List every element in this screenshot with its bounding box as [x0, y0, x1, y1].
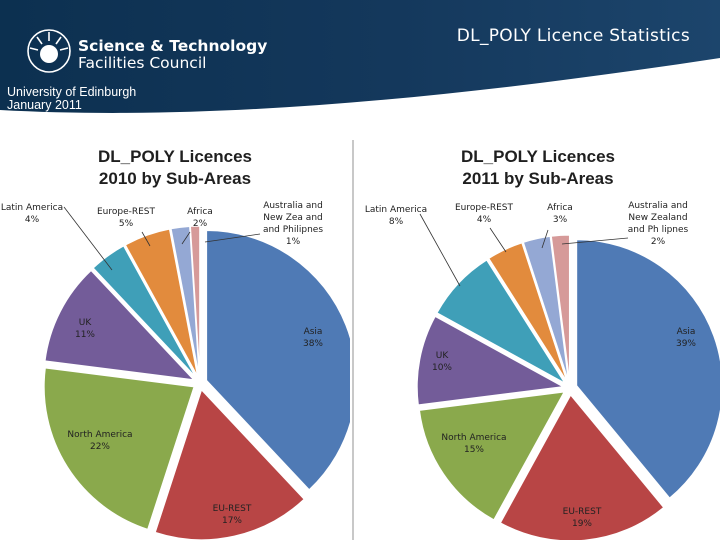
slice-percent-label: 5% — [119, 219, 134, 229]
slice-category-label: and Philipnes — [263, 225, 323, 235]
slice-category-label: Africa — [547, 203, 573, 213]
slice-category-label: Australia and — [263, 201, 323, 211]
slice-category-label: UK — [79, 318, 93, 328]
slice-category-label: and Ph lipnes — [628, 225, 689, 235]
subtitle-line-1: University of Edinburgh — [7, 85, 137, 99]
slice-category-label: North America — [67, 430, 132, 440]
brand-line-1: Science & Technology — [78, 37, 268, 55]
pie-slice — [499, 393, 665, 540]
brand-name: Science & Technology Facilities Council — [78, 38, 267, 72]
slice-percent-label: 38% — [303, 339, 323, 349]
panel-divider — [352, 140, 354, 540]
leader-line — [63, 206, 113, 271]
slice-percent-label: 10% — [432, 363, 452, 373]
slice-category-label: Asia — [677, 327, 696, 337]
pie-slice — [44, 269, 196, 381]
slice-category-label: EU-REST — [563, 507, 602, 517]
slide-subtitle: University of Edinburgh January 2011 — [7, 86, 136, 112]
slice-percent-label: 4% — [477, 215, 492, 225]
slice-percent-label: 8% — [389, 217, 404, 227]
slide-header: Science & Technology Facilities Council … — [0, 0, 720, 132]
pie-slice — [575, 239, 720, 499]
slice-category-label: Europe-REST — [455, 203, 514, 213]
pie-slice — [124, 228, 199, 377]
pie-slice — [418, 391, 566, 521]
slice-percent-label: 22% — [90, 442, 110, 452]
slice-category-label: UK — [436, 351, 450, 361]
slice-percent-label: 11% — [75, 330, 95, 340]
slice-category-label: North America — [441, 433, 506, 443]
pie-slice — [170, 225, 200, 377]
header-curve-decoration — [0, 58, 720, 132]
chart-title-line-2: 2010 by Sub-Areas — [98, 169, 252, 188]
slice-percent-label: 2% — [651, 237, 666, 247]
slice-category-label: Asia — [304, 327, 323, 337]
pie-slice — [487, 242, 568, 382]
stfc-logo-icon — [27, 29, 71, 73]
leader-line — [419, 213, 461, 287]
pie-slice — [189, 225, 201, 377]
pie-slice — [416, 315, 566, 406]
slice-percent-label: 1% — [286, 237, 301, 247]
pie-slice — [550, 234, 571, 382]
slice-category-label: Europe-REST — [97, 207, 156, 217]
pie-slice — [154, 388, 306, 540]
slide-title: DL_POLY Licence Statistics — [456, 26, 690, 46]
pie-slice — [92, 245, 197, 378]
slice-percent-label: 2% — [193, 219, 208, 229]
chart-title-line-1: DL_POLY Licences — [460, 147, 616, 166]
slice-percent-label: 39% — [676, 339, 696, 349]
slice-percent-label: 4% — [25, 215, 40, 225]
subtitle-line-2: January 2011 — [7, 98, 82, 112]
chart-title: DL_POLY Licences 2011 by Sub-Areas — [356, 146, 720, 190]
slice-category-label: New Zea and — [263, 213, 323, 223]
leader-line — [489, 227, 507, 253]
slice-category-label: Latin America — [1, 203, 63, 213]
slice-category-label: Africa — [187, 207, 213, 217]
brand-line-2: Facilities Council — [78, 54, 207, 72]
pie-slice — [205, 229, 350, 491]
leader-line — [541, 229, 549, 249]
pie-chart-2011: Asia 39% EU-REST 19% North America 15% UK 10% La… — [365, 201, 720, 540]
slice-percent-label: 15% — [464, 445, 484, 455]
pie-slice — [43, 367, 195, 531]
chart-title-line-1: DL_POLY Licences — [97, 147, 253, 166]
slice-category-label: Latin America — [365, 205, 427, 215]
leader-line — [561, 237, 629, 245]
slice-percent-label: 19% — [572, 519, 592, 529]
chart-title: DL_POLY Licences 2010 by Sub-Areas — [0, 146, 350, 190]
leader-line — [141, 231, 151, 247]
pie-chart-2010: Asia 38% EU-REST 17% North America 22% UK 11% La… — [1, 201, 350, 540]
pie-slice — [522, 235, 570, 382]
leader-line — [181, 231, 191, 245]
slice-percent-label: 3% — [553, 215, 568, 225]
leader-line — [204, 233, 261, 243]
slice-percent-label: 17% — [222, 516, 242, 526]
slice-category-label: EU-REST — [213, 504, 252, 514]
chart-title-line-2: 2011 by Sub-Areas — [462, 169, 614, 188]
chart-panel-2010: DL_POLY Licences 2010 by Sub-Areas Asia 3… — [0, 138, 350, 540]
slice-category-label: Australia and — [628, 201, 688, 211]
chart-panel-2011: DL_POLY Licences 2011 by Sub-Areas Asia 3… — [356, 138, 720, 540]
slice-category-label: New Zealand — [628, 213, 687, 223]
